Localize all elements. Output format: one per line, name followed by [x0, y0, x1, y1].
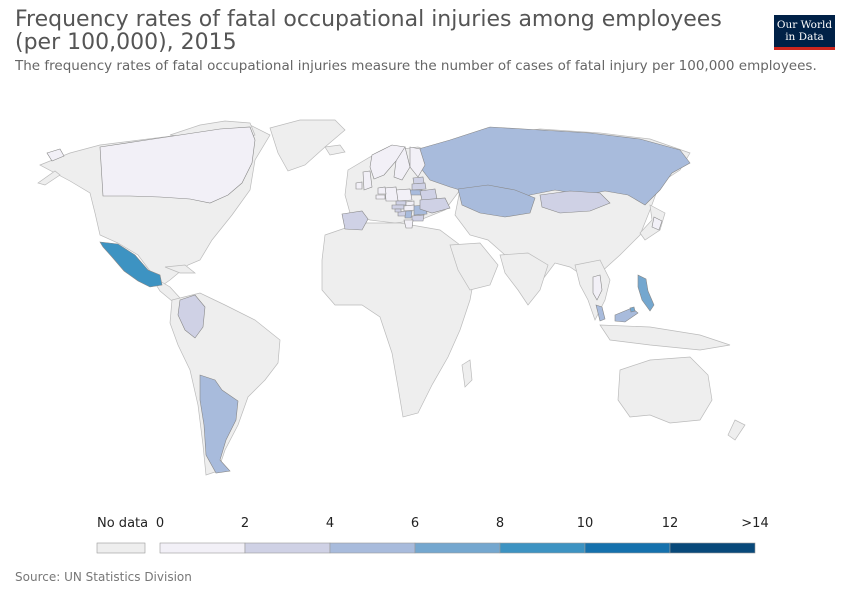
legend-tick-label: 12: [662, 516, 679, 531]
legend-tick-label: 10: [577, 516, 594, 531]
country-belarus[interactable]: Belarus: [419, 188, 438, 201]
source-note: Source: UN Statistics Division: [15, 570, 192, 584]
legend-tick-label: 6: [411, 516, 419, 531]
country-philippines[interactable]: Philippines: [637, 274, 655, 312]
legend-no-data-label: No data: [97, 516, 148, 531]
country-malaysia[interactable]: Malaysia: [595, 304, 639, 323]
logo-line-1: Our World: [776, 19, 833, 31]
country-ukraine[interactable]: Ukraine: [419, 197, 451, 214]
australia: [617, 356, 713, 424]
country-hungary[interactable]: Hungary: [403, 204, 416, 212]
country-bulgaria[interactable]: Bulgaria: [411, 214, 425, 222]
legend-tick-label: 4: [326, 516, 334, 531]
country-spain[interactable]: Spain: [341, 210, 369, 231]
country-greece[interactable]: Greece: [403, 219, 414, 229]
legend-no-data-swatch: [96, 542, 146, 554]
country-united-kingdom[interactable]: United Kingdom: [362, 170, 373, 191]
country-canada[interactable]: Canada: [99, 126, 256, 204]
iceland: [324, 144, 346, 156]
country-argentina[interactable]: Argentina: [199, 374, 239, 474]
legend-bins: [159, 542, 756, 554]
africa-landmass: [321, 222, 476, 418]
country-germany[interactable]: Germany: [384, 186, 399, 202]
country-norway[interactable]: Norway: [369, 144, 406, 180]
legend-tick-label: 2: [241, 516, 249, 531]
country-ireland[interactable]: Ireland: [355, 181, 363, 190]
country-belgium[interactable]: Belgium: [375, 194, 386, 200]
country-netherlands[interactable]: Netherlands: [377, 186, 387, 195]
south-america-landmass: [169, 292, 281, 476]
country-brunei[interactable]: Brunei: [629, 306, 636, 313]
country-latvia[interactable]: Latvia: [411, 182, 427, 191]
chart-subtitle: The frequency rates of fatal occupationa…: [15, 58, 817, 74]
caribbean-islands: [164, 264, 196, 274]
legend: No data 0 2 4 6 8 10 12 >14: [96, 516, 769, 554]
legend-bin-2[interactable]: [329, 542, 416, 554]
legend-bin-0[interactable]: [159, 542, 246, 554]
india: [499, 252, 549, 306]
country-colombia[interactable]: Colombia: [177, 294, 206, 339]
owid-logo[interactable]: Our World in Data: [774, 15, 835, 50]
country-greenland[interactable]: Greenland: [46, 148, 65, 162]
country-slovenia[interactable]: Slovenia: [394, 208, 402, 213]
country-thailand[interactable]: Thailand: [592, 274, 603, 301]
legend-tick-label: 8: [496, 516, 504, 531]
country-finland[interactable]: Finland: [409, 146, 426, 178]
world-map: CanadaMexicoColombiaArgentinaRussiaKazak…: [37, 119, 746, 476]
country-japan[interactable]: Japan: [651, 216, 663, 231]
legend-bin-3[interactable]: [414, 542, 501, 554]
arabian-peninsula: [449, 242, 499, 291]
legend-bin-1[interactable]: [244, 542, 331, 554]
chart-title: Frequency rates of fatal occupational in…: [15, 7, 722, 55]
legend-tick-label: 0: [156, 516, 164, 531]
country-czechia[interactable]: Czechia: [395, 200, 407, 206]
legend-tick-label: >14: [741, 516, 768, 531]
legend-bin-6[interactable]: [669, 542, 756, 554]
japan: [639, 204, 666, 241]
data-countries: CanadaMexicoColombiaArgentinaRussiaKazak…: [46, 126, 691, 474]
legend-tick-labels: 0 2 4 6 8 10 12 >14: [156, 516, 769, 531]
indonesia: [599, 324, 731, 351]
legend-bin-4[interactable]: [499, 542, 586, 554]
country-poland[interactable]: Poland: [395, 188, 413, 202]
country-mexico[interactable]: Mexico: [99, 241, 163, 288]
country-mongolia[interactable]: Mongolia: [539, 190, 611, 214]
new-zealand: [727, 419, 746, 441]
madagascar: [461, 359, 473, 388]
southeast-asia: [574, 259, 611, 321]
country-kazakhstan[interactable]: Kazakhstan: [457, 184, 536, 218]
logo-line-2: in Data: [785, 31, 824, 43]
legend-bin-5[interactable]: [584, 542, 671, 554]
alaska-peninsula: [37, 170, 61, 186]
country-austria[interactable]: Austria: [391, 204, 405, 210]
